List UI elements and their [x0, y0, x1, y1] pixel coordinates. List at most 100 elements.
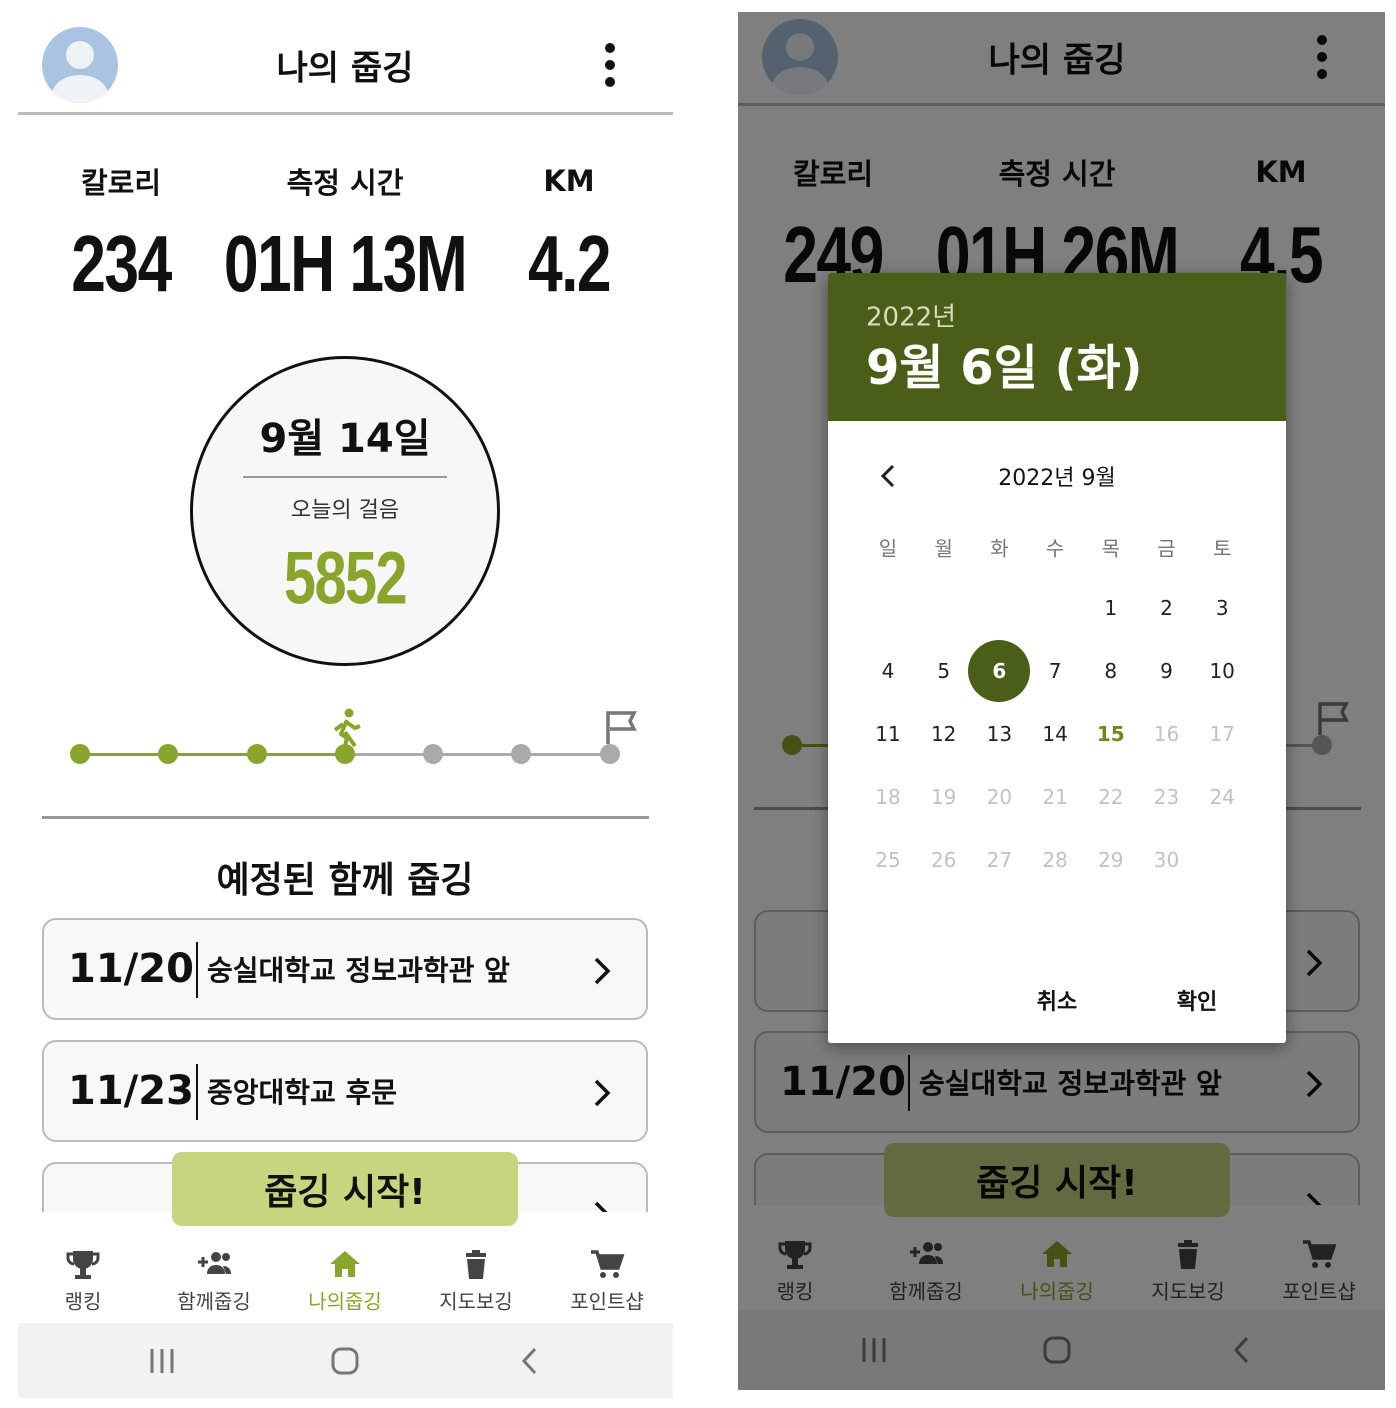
track-dot	[423, 744, 443, 764]
schedule-place: 숭실대학교 정보과학관 앞	[207, 954, 510, 987]
today-steps: 5852	[283, 536, 408, 620]
track-dot	[247, 744, 267, 764]
chevron-right	[594, 957, 611, 985]
schedule-item[interactable]: 11/20 숭실대학교 정보과학관 앞	[42, 918, 648, 1020]
confirm-button[interactable]: 확인	[1176, 990, 1218, 1015]
nav-icon	[591, 1250, 625, 1278]
weekday-label: 수	[1045, 536, 1065, 561]
calendar-day[interactable]: 6	[992, 659, 1007, 683]
calendar-day[interactable]: 8	[1104, 659, 1118, 683]
walker-icon	[333, 708, 361, 751]
nav-label: 랭킹	[64, 1289, 102, 1314]
today-divider	[243, 476, 447, 478]
calendar-day[interactable]: 7	[1048, 659, 1062, 683]
menu-dot	[605, 60, 615, 70]
menu-button[interactable]	[605, 43, 615, 87]
avatar-head	[66, 41, 94, 69]
chevron-right	[594, 1079, 611, 1107]
dialog-header	[828, 273, 1286, 421]
calendar-day[interactable]: 12	[930, 722, 957, 746]
selected-day-circle	[968, 640, 1031, 702]
phone-screen: 나의 줍깅 칼로리 234 측정 시간 01H 13M KM 4.2 9월 14일 오늘의 걸음…	[18, 12, 673, 1398]
calendar-day: 24	[1209, 785, 1235, 809]
calendar-day: 26	[930, 848, 957, 872]
nav-label: 함께줍깅	[177, 1289, 251, 1314]
track-dot	[511, 744, 531, 764]
header-divider	[18, 112, 673, 115]
calendar-day: 25	[875, 848, 901, 872]
flag-icon	[606, 711, 637, 744]
calendar-day: 22	[1098, 785, 1124, 809]
system-bar	[18, 1323, 673, 1398]
start-button-label: 줍깅 시작!	[264, 1172, 426, 1213]
calendar-day: 20	[986, 785, 1013, 809]
month-label: 2022년 9월	[998, 466, 1116, 491]
bottom-nav	[18, 1235, 673, 1323]
start-button[interactable]: 줍깅 시작!	[172, 1152, 518, 1226]
calendar-day: 29	[1098, 848, 1124, 872]
dialog-date: 9월 6일 (화)	[866, 340, 1143, 396]
weekday-label: 금	[1157, 536, 1176, 561]
nav-label: 지도보깅	[439, 1289, 513, 1314]
chevron-right	[594, 1201, 608, 1212]
stat-label: 칼로리	[80, 166, 162, 200]
calendar-day: 18	[875, 785, 901, 809]
calendar-day[interactable]: 9	[1160, 659, 1173, 683]
menu-dot	[605, 77, 615, 87]
schedule-place: 중앙대학교 후문	[207, 1076, 398, 1109]
track-done	[80, 752, 345, 756]
calendar-day[interactable]: 11	[875, 722, 901, 746]
calendar-day[interactable]: 4	[881, 659, 895, 683]
calendar-day[interactable]: 3	[1215, 596, 1229, 620]
cancel-button[interactable]: 취소	[1036, 990, 1078, 1015]
track-todo	[345, 752, 610, 756]
schedule-item[interactable]: 11/23 중앙대학교 후문	[42, 1040, 648, 1142]
track-dot	[600, 744, 620, 764]
nav-icon	[66, 1251, 100, 1279]
weekday-label: 목	[1101, 536, 1120, 561]
track-dot	[70, 744, 90, 764]
track-dot	[335, 744, 355, 764]
section-divider	[42, 816, 649, 819]
prev-month-button[interactable]	[878, 463, 898, 489]
weekday-label: 화	[990, 536, 1009, 561]
stat-value: 234	[71, 219, 172, 308]
calendar-day: 16	[1153, 722, 1180, 746]
weekday-label: 일	[878, 536, 898, 561]
calendar-day[interactable]: 2	[1160, 596, 1173, 620]
schedule-separator	[196, 942, 198, 998]
calendar-day[interactable]: 1	[1104, 596, 1118, 620]
stat-value: 4.2	[527, 219, 612, 308]
avatar	[42, 27, 118, 103]
schedule-date: 11/23	[68, 1068, 194, 1114]
weekday-label: 토	[1212, 536, 1232, 561]
calendar-day: 27	[986, 848, 1013, 872]
nav-icon	[466, 1250, 486, 1279]
calendar-day[interactable]: 15	[1096, 722, 1125, 746]
calendar-day[interactable]: 14	[1042, 722, 1068, 746]
nav-icon	[198, 1252, 231, 1274]
stat-label: 측정 시간	[286, 166, 404, 200]
calendar-day[interactable]: 10	[1209, 659, 1235, 683]
track-dot	[158, 744, 178, 764]
menu-dot	[605, 43, 615, 53]
schedule-date: 11/20	[68, 946, 194, 992]
schedule-title: 예정된 함께 줍깅	[216, 860, 474, 901]
calendar-day: 19	[930, 785, 957, 809]
calendar-day[interactable]: 5	[937, 659, 951, 683]
home-button	[331, 1347, 359, 1374]
schedule-separator	[196, 1064, 198, 1120]
back-button	[521, 1347, 537, 1374]
today-label: 오늘의 걸음	[290, 498, 400, 523]
nav-label: 나의줍깅	[308, 1289, 382, 1314]
date-picker-dialog: 2022년 9월 6일 (화) 2022년 9월 일 월 화 수 목 금 토 1 2 3 4 5 6 7 8 9 10…	[828, 273, 1286, 1043]
stat-label: KM	[543, 164, 595, 198]
calendar-day: 30	[1153, 848, 1180, 872]
weekday-label: 월	[934, 536, 953, 561]
recent-apps-button	[150, 1348, 174, 1373]
avatar-body	[52, 75, 108, 103]
calendar-day[interactable]: 13	[986, 722, 1013, 746]
calendar-day: 21	[1042, 785, 1068, 809]
nav-label: 포인트샵	[570, 1289, 644, 1314]
